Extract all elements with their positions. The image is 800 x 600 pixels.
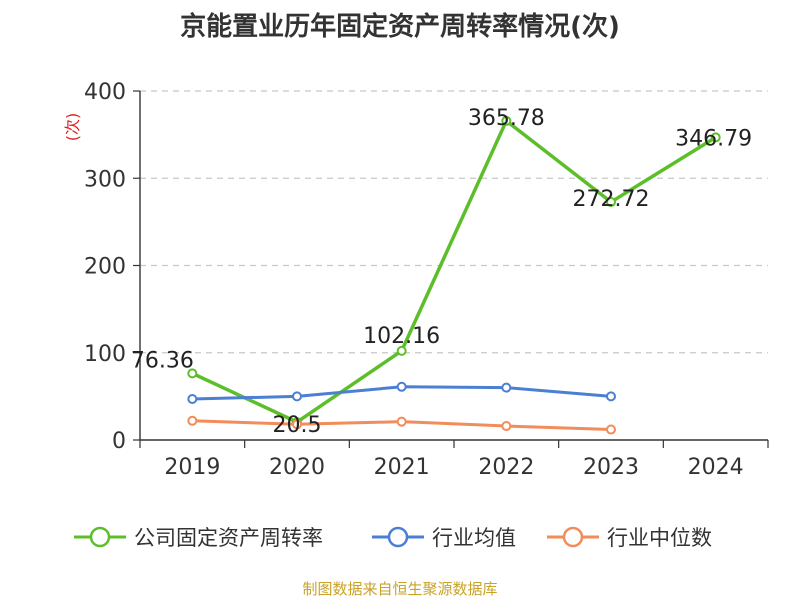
series-line-0: [191, 119, 717, 424]
data-point: [292, 419, 302, 430]
data-source-note: 制图数据来自恒生聚源数据库: [302, 580, 498, 598]
x-tick-label: 2020: [269, 455, 325, 480]
data-label: 365.78: [468, 106, 545, 131]
y-tick-label: 200: [84, 255, 126, 280]
data-point: [187, 393, 198, 404]
x-tick-label: 2023: [583, 455, 639, 480]
grid-lines: [140, 90, 768, 354]
line-chart: 0 100 200 300 400 2019 2020 2021 2022 2023 2024 (次…: [63, 80, 769, 480]
legend-item-industry-mean[interactable]: 行业均值: [370, 520, 516, 554]
axes: 0 100 200 300 400 2019 2020 2021 2022 2023 2024: [84, 80, 769, 480]
data-label: 346.79: [675, 126, 752, 151]
data-label: 76.36: [131, 348, 194, 373]
legend-label-company: 公司固定资产周转率: [134, 526, 323, 550]
y-tick-label: 400: [84, 80, 126, 105]
x-tick-label: 2019: [164, 455, 220, 480]
y-tick-label: 0: [112, 429, 126, 454]
data-label: 20.5: [273, 413, 322, 438]
x-tick-label: 2021: [374, 455, 430, 480]
data-point: [187, 368, 198, 379]
x-tick-label: 2024: [688, 455, 744, 480]
data-label: 102.16: [363, 324, 440, 349]
data-point: [396, 345, 407, 356]
series-group: 76.36 20.5 102.16 365.78 272.72 346.79: [131, 106, 752, 438]
y-tick-label: 100: [84, 342, 126, 367]
data-point: [501, 382, 512, 393]
data-label: 272.72: [573, 187, 650, 212]
legend-label-industry-median: 行业中位数: [607, 526, 712, 550]
y-axis-label: (次): [63, 113, 82, 142]
legend-marker-company: [74, 526, 126, 548]
data-point: [396, 416, 407, 427]
legend: 公司固定资产周转率 行业均值 行业中位数: [0, 520, 800, 554]
data-point: [396, 381, 407, 392]
legend-marker-industry-mean: [372, 526, 424, 548]
data-point: [292, 391, 302, 402]
legend-marker-industry-median: [547, 526, 599, 548]
data-point: [501, 115, 512, 126]
data-point: [606, 391, 616, 402]
data-point: [606, 424, 616, 435]
data-point: [501, 421, 512, 432]
data-point: [710, 132, 721, 143]
x-tick-label: 2022: [478, 455, 534, 480]
y-tick-label: 300: [84, 167, 126, 192]
legend-label-industry-mean: 行业均值: [432, 526, 516, 550]
legend-item-company[interactable]: 公司固定资产周转率: [72, 520, 323, 554]
chart-title: 京能置业历年固定资产周转率情况(次): [180, 12, 620, 42]
legend-item-industry-median[interactable]: 行业中位数: [545, 520, 712, 554]
data-point: [187, 415, 198, 426]
data-point: [606, 197, 616, 208]
